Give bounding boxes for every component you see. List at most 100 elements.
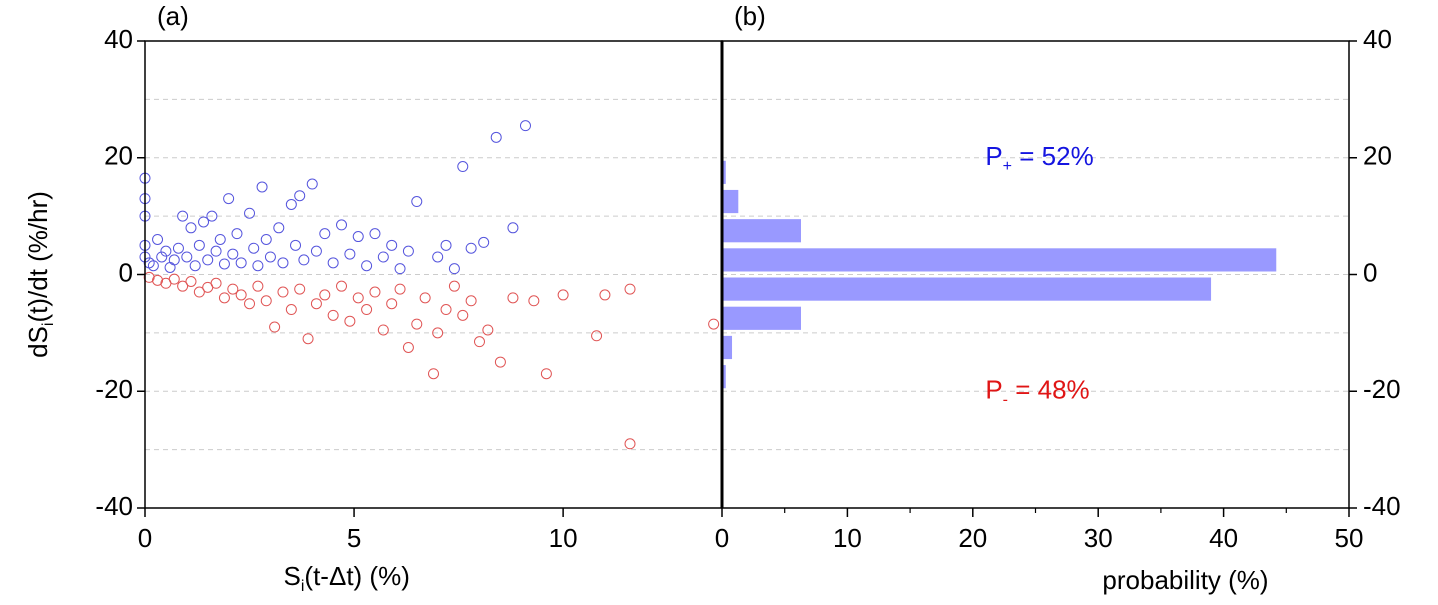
x-axis-label: probability (%): [1102, 565, 1268, 595]
scatter-point: [591, 330, 603, 342]
scatter-point: [210, 277, 222, 289]
scatter-point: [599, 289, 611, 301]
scatter-point: [298, 254, 310, 266]
scatter-point: [336, 280, 348, 292]
scatter-point: [302, 333, 314, 345]
scatter-point: [465, 242, 477, 254]
scatter-point: [432, 327, 444, 339]
scatter-point: [386, 239, 398, 251]
scatter-point: [189, 260, 201, 272]
scatter-point: [177, 210, 189, 222]
y-axis-label-part: i: [40, 323, 57, 327]
scatter-point: [540, 368, 552, 380]
scatter-point: [448, 263, 460, 275]
scatter-point: [202, 254, 214, 266]
scatter-point: [557, 289, 569, 301]
scatter-point: [264, 251, 276, 263]
scatter-point: [164, 261, 176, 273]
y2-tick-label: 20: [1363, 141, 1392, 171]
scatter-point: [227, 248, 239, 260]
scatter-point: [402, 245, 414, 257]
x-tick-label: 10: [833, 523, 862, 553]
x-tick-label: 5: [347, 523, 361, 553]
x-tick-label: 30: [1084, 523, 1113, 553]
scatter-point: [156, 251, 168, 263]
annotation: P+ = 52%: [985, 141, 1093, 175]
scatter-point: [260, 295, 272, 307]
scatter-point: [290, 239, 302, 251]
x-tick-label: 50: [1335, 523, 1364, 553]
scatter-point: [336, 219, 348, 231]
scatter-point: [519, 120, 531, 132]
x-tick-label: 20: [958, 523, 987, 553]
y2-tick-label: -20: [1363, 374, 1401, 404]
scatter-point: [143, 271, 155, 283]
scatter-point: [235, 289, 247, 301]
scatter-point: [428, 368, 439, 380]
scatter-point: [344, 248, 356, 260]
histogram-bar: [722, 189, 739, 214]
scatter-point: [244, 298, 256, 310]
scatter-point: [269, 321, 281, 333]
panel-label: (a): [157, 1, 189, 31]
scatter-point: [177, 280, 189, 292]
scatter-point: [160, 245, 172, 257]
histogram-bar: [722, 335, 733, 360]
scatter-point: [708, 318, 720, 330]
scatter-point: [528, 295, 540, 307]
annotation-part: = 48%: [1008, 374, 1090, 404]
scatter-point: [624, 283, 636, 295]
scatter-point: [402, 341, 414, 353]
scatter-point: [256, 181, 268, 193]
scatter-point: [369, 286, 381, 298]
scatter-point: [352, 231, 364, 243]
histogram-bar: [722, 219, 802, 243]
histogram-bar: [722, 277, 1212, 301]
annotation-part: P: [985, 374, 1002, 404]
scatter-point: [310, 298, 322, 310]
scatter-point: [369, 228, 381, 240]
scatter-point: [306, 178, 318, 190]
scatter-point: [227, 283, 239, 295]
scatter-point: [294, 283, 306, 295]
scatter-point: [411, 318, 423, 330]
scatter-point: [244, 207, 256, 219]
scatter-point: [465, 295, 477, 307]
scatter-point: [319, 289, 331, 301]
y2-tick-label: -40: [1363, 491, 1401, 521]
scatter-point: [361, 260, 373, 272]
scatter-point: [223, 193, 235, 205]
x-axis-label-part: (t-Δt) (%): [304, 561, 409, 591]
y-tick-label: -40: [95, 491, 133, 521]
scatter-point: [344, 315, 356, 327]
scatter-point: [277, 286, 289, 298]
scatter-point: [327, 257, 339, 269]
scatter-point: [352, 292, 364, 304]
panel-label: (b): [734, 1, 766, 31]
scatter-point: [457, 161, 469, 173]
x-axis-label: Si(t-Δt) (%): [284, 561, 410, 595]
scatter-point: [327, 309, 339, 321]
scatter-point: [277, 257, 289, 269]
scatter-point: [482, 324, 494, 336]
annotation: P- = 48%: [985, 374, 1089, 408]
scatter-point: [231, 228, 243, 240]
scatter-point: [440, 304, 452, 316]
x-axis-label-part: i: [301, 578, 305, 595]
x-tick-label: 0: [715, 523, 729, 553]
scatter-point: [206, 210, 218, 222]
annotation-part: P: [985, 141, 1002, 171]
scatter-point: [260, 233, 272, 245]
scatter-point: [172, 242, 184, 254]
scatter-point: [168, 273, 180, 285]
scatter-point: [457, 309, 469, 321]
y-axis-label-part: dS: [23, 326, 53, 358]
scatter-point: [218, 258, 230, 270]
x-axis-label-part: S: [284, 561, 301, 591]
scatter-point: [440, 239, 452, 251]
scatter-point: [273, 222, 285, 234]
scatter-point: [319, 228, 331, 240]
scatter-point: [394, 263, 406, 275]
x-tick-label: 40: [1209, 523, 1238, 553]
